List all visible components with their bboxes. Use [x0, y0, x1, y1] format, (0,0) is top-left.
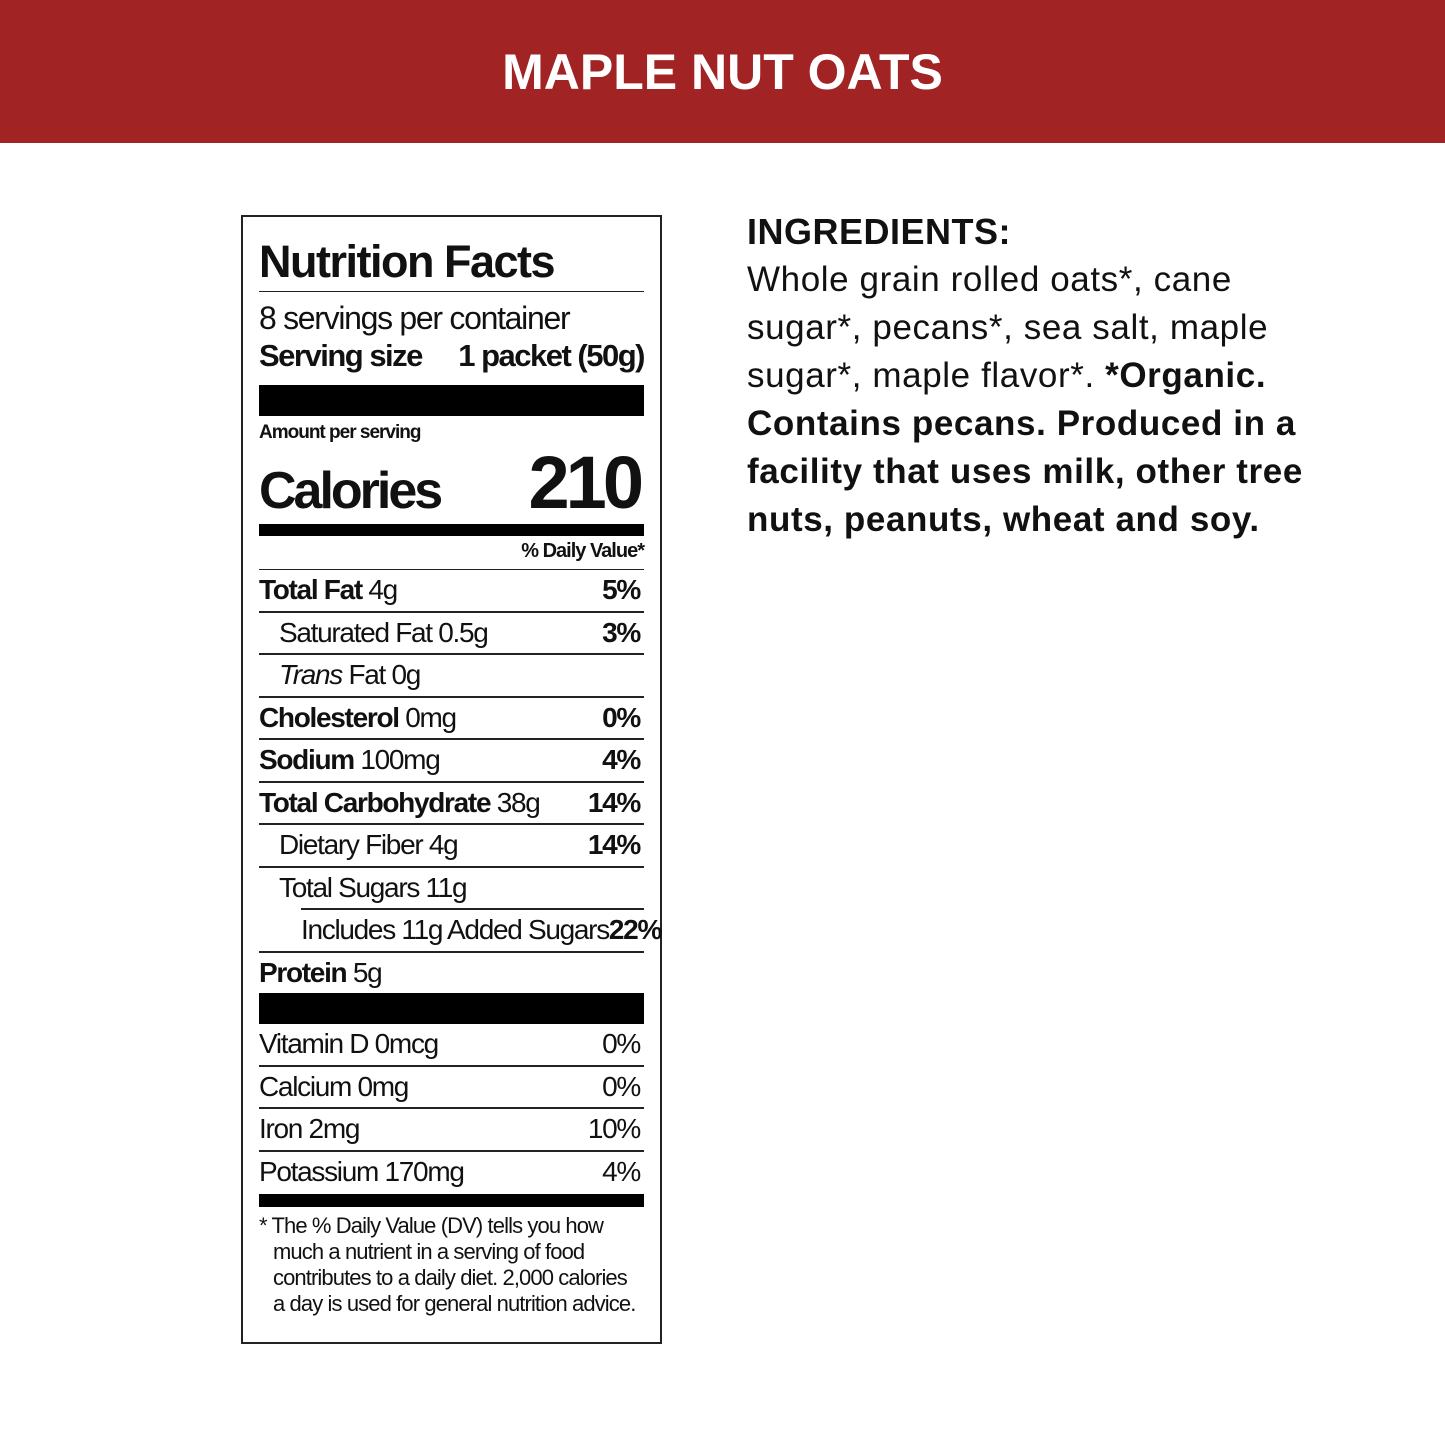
nutrient-name: Cholesterol — [259, 701, 400, 733]
serving-size-label: Serving size — [259, 338, 423, 373]
nutrient-amount: 4g — [428, 829, 459, 861]
vitamin-dv: 4% — [602, 1155, 641, 1187]
nutrient-amount: 0mg — [405, 701, 457, 733]
calories-row: Calories 210 — [259, 441, 644, 524]
nutrient-row: Dietary Fiber 4g 14% — [259, 823, 644, 866]
nutrient-name-italic: Trans — [279, 659, 343, 691]
nutrient-row: Trans Fat 0g — [259, 653, 644, 696]
vitamin-name: Calcium — [259, 1070, 352, 1102]
vitamin-dv: 10% — [587, 1113, 641, 1145]
nutrient-row: Saturated Fat 0.5g 3% — [259, 610, 644, 654]
nutrient-name: Sodium — [259, 744, 355, 776]
vitamin-amount: 2mg — [308, 1113, 361, 1145]
vitamin-row: Calcium 0mg 0% — [259, 1064, 644, 1108]
nutrient-name: Fat — [348, 659, 386, 691]
nutrient-name: Total Sugars — [279, 871, 420, 903]
nutrient-dv: 4% — [602, 744, 641, 776]
divider — [259, 1194, 644, 1207]
divider — [259, 385, 644, 416]
nutrient-amount: 4g — [368, 574, 398, 606]
divider — [259, 524, 644, 536]
nutrient-dv: 14% — [587, 829, 641, 861]
vitamin-dv: 0% — [602, 1070, 641, 1102]
vitamin-amount: 170mg — [384, 1155, 465, 1187]
footnote: * The % Daily Value (DV) tells you how m… — [259, 1213, 644, 1317]
vitamin-name: Vitamin D — [259, 1028, 369, 1060]
nutrient-amount: 100mg — [360, 744, 440, 776]
nutrient-name: Total Fat — [259, 574, 363, 606]
ingredients-allergens: *Organic. Contains pecans. Produced in a… — [747, 356, 1303, 539]
nutrient-dv: 14% — [587, 786, 641, 818]
footnote-line: contributes to a daily diet. 2,000 calor… — [273, 1265, 628, 1290]
label-content: Nutrition Facts 8 servings per container… — [259, 217, 662, 1317]
nutrient-name: Saturated Fat — [279, 616, 433, 648]
vitamin-row: Potassium 170mg 4% — [259, 1149, 644, 1193]
nutrient-dv: 3% — [602, 616, 641, 648]
label-title: Nutrition Facts — [259, 233, 644, 292]
servings: 8 servings per container — [259, 300, 571, 336]
nutrient-name: Dietary Fiber — [279, 829, 424, 861]
nutrient-row: Includes 11g Added Sugars 22% — [301, 908, 662, 951]
ingredients-title: INGREDIENTS: — [747, 211, 1012, 252]
vitamin-name: Potassium — [259, 1155, 379, 1187]
serving-size: Serving size 1 packet (50g) — [259, 336, 645, 376]
serving-size-value: 1 packet (50g) — [458, 338, 645, 373]
vitamin-row: Iron 2mg 10% — [259, 1107, 644, 1150]
amount-per-serving: Amount per serving — [259, 422, 421, 443]
nutrition-label: Nutrition Facts 8 servings per container… — [241, 215, 662, 1344]
vitamin-dv: 0% — [602, 1028, 641, 1060]
daily-value-header: % Daily Value* — [259, 536, 645, 570]
nutrient-amount: 11g — [425, 871, 468, 903]
ingredients-text: Whole grain rolled oats*, cane sugar*, p… — [747, 260, 1269, 395]
footnote-line: * The % Daily Value (DV) tells you how — [259, 1213, 604, 1238]
nutrient-dv: 22% — [608, 914, 662, 946]
calories-label: Calories — [259, 462, 443, 520]
nutrient-row: Total Sugars 11g — [259, 865, 644, 909]
nutrient-name: Protein — [259, 956, 348, 988]
nutrient-row: Protein 5g — [259, 950, 644, 994]
divider — [259, 993, 644, 1024]
vitamin-row: Vitamin D 0mcg 0% — [259, 1024, 644, 1065]
header: MAPLE NUT OATS — [0, 0, 1445, 143]
nutrient-row: Cholesterol 0mg 0% — [259, 695, 644, 739]
ingredients: INGREDIENTS: Whole grain rolled oats*, c… — [747, 208, 1332, 544]
nutrient-name: Includes 11g Added Sugars — [301, 914, 610, 946]
vitamin-name: Iron — [259, 1113, 303, 1145]
nutrient-amount: 38g — [496, 786, 541, 818]
nutrient-row: Sodium 100mg 4% — [259, 738, 644, 781]
nutrient-dv: 0% — [602, 701, 641, 733]
footnote-line: a day is used for general nutrition advi… — [273, 1291, 636, 1316]
nutrient-row: Total Fat 4g 5% — [259, 570, 644, 611]
vitamin-amount: 0mcg — [374, 1028, 440, 1060]
nutrient-dv: 5% — [602, 574, 641, 606]
vitamin-amount: 0mg — [357, 1070, 410, 1102]
footnote-line: much a nutrient in a serving of food — [273, 1239, 585, 1264]
ingredients-body: Whole grain rolled oats*, cane sugar*, p… — [747, 256, 1332, 544]
nutrient-amount: 5g — [352, 956, 383, 988]
nutrient-amount: 0g — [391, 659, 422, 691]
calories-value: 210 — [528, 441, 644, 524]
header-title: MAPLE NUT OATS — [502, 43, 943, 100]
nutrient-name: Total Carbohydrate — [259, 786, 492, 818]
nutrient-row: Total Carbohydrate 38g 14% — [259, 780, 644, 824]
nutrient-amount: 0.5g — [438, 616, 489, 648]
